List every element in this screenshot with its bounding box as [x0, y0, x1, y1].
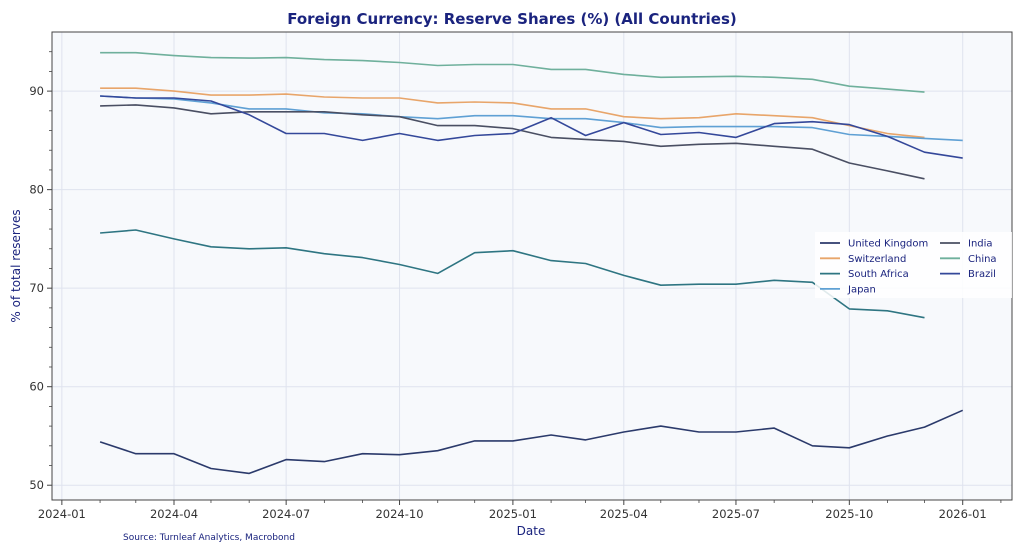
chart-title: Foreign Currency: Reserve Shares (%) (Al… [287, 10, 737, 28]
x-axis: 2024-01 2024-04 2024-07 2024-10 2025-01 2025-… [38, 500, 1002, 521]
x-tick-label: 2025-01 [489, 507, 537, 521]
legend-label-china: China [968, 254, 997, 265]
y-tick-label: 70 [29, 281, 44, 295]
y-tick-label: 80 [29, 183, 44, 197]
legend-label-brazil: Brazil [968, 269, 996, 280]
x-tick-label: 2025-04 [600, 507, 648, 521]
legend-label-united-kingdom: United Kingdom [848, 239, 928, 250]
y-axis: 50 60 70 80 90 [29, 51, 52, 492]
series-line-switzerland [100, 87, 925, 139]
x-tick-label: 2024-10 [375, 507, 423, 521]
x-tick-label: 2025-10 [825, 507, 873, 521]
legend-label-japan: Japan [847, 284, 876, 295]
x-tick-label: 2024-07 [262, 507, 310, 521]
legend-box [815, 232, 1012, 298]
series-line-united-kingdom [99, 409, 964, 475]
grid-lines [52, 32, 1012, 500]
series-line-india [100, 104, 925, 180]
y-tick-label: 60 [29, 380, 44, 394]
series-line-japan [100, 95, 963, 142]
x-axis-label: Date [517, 524, 546, 538]
x-tick-label: 2025-07 [712, 507, 760, 521]
y-tick-label: 90 [29, 84, 44, 98]
legend-label-switzerland: Switzerland [848, 254, 906, 265]
x-tick-label: 2026-01 [939, 507, 987, 521]
x-tick-label: 2024-04 [150, 507, 198, 521]
x-tick-label: 2024-01 [38, 507, 86, 521]
legend: United Kingdom Switzerland South Africa Jap… [815, 232, 1012, 298]
series-line-south-africa [100, 229, 925, 319]
series-lines [99, 51, 964, 475]
legend-label-south-africa: South Africa [848, 269, 909, 280]
y-tick-label: 50 [29, 478, 44, 492]
series-line-brazil [100, 95, 963, 159]
source-note: Source: Turnleaf Analytics, Macrobond [123, 533, 295, 543]
series-line-china [100, 51, 925, 93]
y-axis-label: % of total reserves [9, 209, 23, 322]
legend-label-india: India [968, 239, 993, 250]
